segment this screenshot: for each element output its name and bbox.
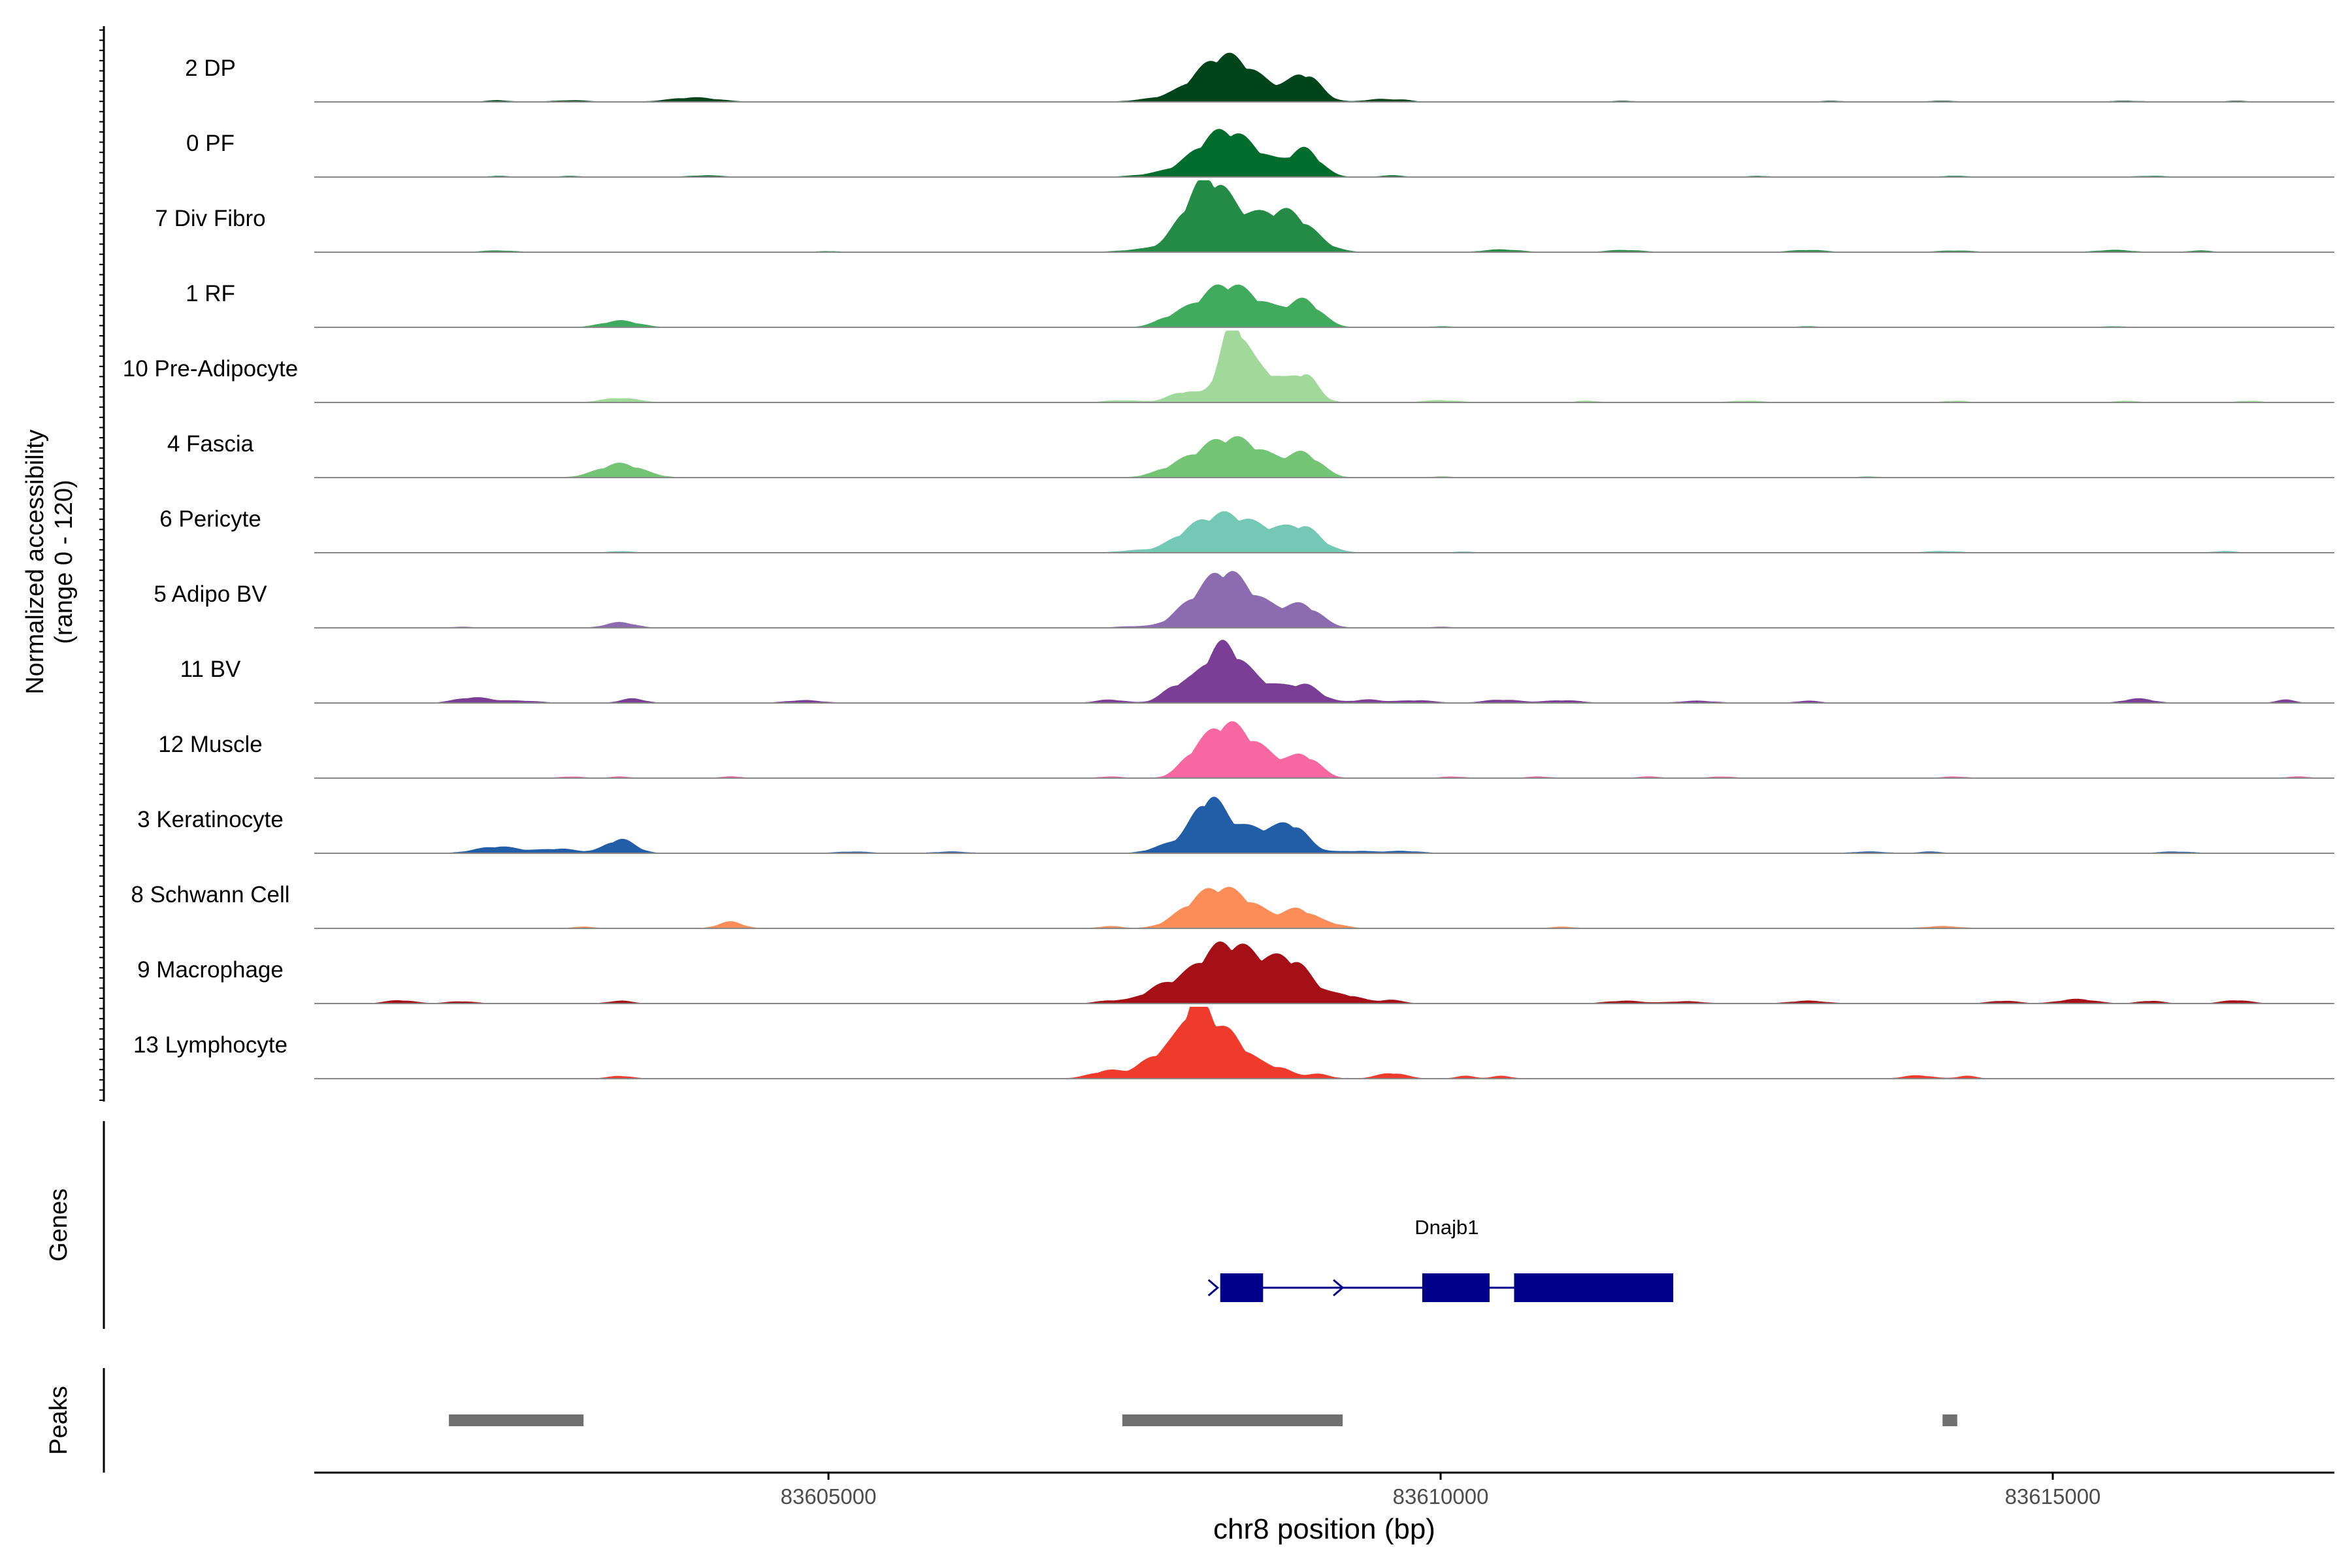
track-label: 12 Muscle bbox=[158, 732, 263, 757]
gene-exon bbox=[1422, 1273, 1490, 1302]
peaks-panel: Peaks bbox=[45, 1368, 1957, 1473]
accessibility-y-axis bbox=[99, 26, 105, 1102]
y-axis-title-line2: (range 0 - 120) bbox=[50, 480, 78, 644]
track-label: 7 Div Fibro bbox=[155, 206, 265, 231]
track-2: 0 PF bbox=[186, 129, 2334, 178]
gene-label: Dnajb1 bbox=[1414, 1216, 1478, 1239]
gene-exon bbox=[1220, 1273, 1264, 1302]
y-axis-title-line1: Normalized accessibility bbox=[22, 429, 49, 694]
track-3: 7 Div Fibro bbox=[155, 180, 2334, 253]
gene-model bbox=[1207, 1273, 1674, 1302]
track-label: 3 Keratinocyte bbox=[137, 807, 284, 832]
coverage-area bbox=[314, 129, 2334, 177]
peak-region-bar bbox=[1122, 1414, 1343, 1426]
x-tick-label: 83615000 bbox=[2005, 1484, 2101, 1509]
track-5: 10 Pre-Adipocyte bbox=[123, 331, 2334, 403]
coverage-area bbox=[314, 511, 2334, 553]
track-1: 2 DP bbox=[185, 52, 2334, 103]
track-12: 8 Schwann Cell bbox=[131, 882, 2334, 929]
coverage-area bbox=[314, 640, 2334, 703]
track-14: 13 Lymphocyte bbox=[133, 1007, 2334, 1079]
coverage-area bbox=[314, 436, 2334, 478]
peak-regions bbox=[449, 1414, 1957, 1426]
coverage-area bbox=[314, 284, 2334, 327]
genes-panel-title: Genes bbox=[45, 1188, 73, 1262]
track-label: 8 Schwann Cell bbox=[131, 882, 289, 907]
track-label: 10 Pre-Adipocyte bbox=[123, 356, 298, 382]
coverage-area bbox=[314, 52, 2334, 102]
peaks-panel-title: Peaks bbox=[45, 1386, 73, 1455]
track-label: 1 RF bbox=[186, 281, 235, 306]
track-11: 3 Keratinocyte bbox=[137, 796, 2334, 854]
coverage-area bbox=[314, 887, 2334, 928]
track-label: 6 Pericyte bbox=[159, 506, 261, 532]
strand-arrow-icon bbox=[1333, 1279, 1345, 1297]
track-label: 11 BV bbox=[180, 657, 241, 682]
x-tick-label: 83605000 bbox=[781, 1484, 877, 1509]
coverage-area bbox=[314, 570, 2334, 628]
track-label: 0 PF bbox=[186, 131, 235, 156]
coverage-area bbox=[314, 796, 2334, 853]
peak-region-bar bbox=[1942, 1414, 1957, 1426]
coverage-tracks: 2 DP 0 PF 7 Div Fibro 1 RF 10 Pre-Adipocyte 4… bbox=[123, 52, 2334, 1079]
track-label: 5 Adipo BV bbox=[154, 581, 267, 607]
gene-exon bbox=[1514, 1273, 1674, 1302]
genomic-x-axis: 83605000 83610000 83615000 bbox=[314, 1471, 2334, 1509]
coverage-area bbox=[314, 180, 2334, 252]
coverage-area bbox=[314, 1007, 2334, 1079]
x-axis-title: chr8 position (bp) bbox=[1213, 1513, 1435, 1545]
coverage-area bbox=[314, 331, 2334, 402]
coverage-area bbox=[314, 941, 2334, 1004]
x-tick-label: 83610000 bbox=[1393, 1484, 1489, 1509]
track-13: 9 Macrophage bbox=[137, 941, 2334, 1004]
track-4: 1 RF bbox=[186, 281, 2334, 328]
track-label: 2 DP bbox=[185, 56, 236, 81]
coverage-area bbox=[314, 721, 2334, 778]
strand-arrow-icon bbox=[1207, 1279, 1220, 1297]
genes-panel: Genes Dnajb1 bbox=[45, 1121, 1674, 1329]
track-7: 6 Pericyte bbox=[159, 506, 2334, 553]
track-label: 9 Macrophage bbox=[137, 957, 284, 983]
track-10: 12 Muscle bbox=[158, 721, 2334, 779]
peak-region-bar bbox=[449, 1414, 584, 1426]
track-label: 13 Lymphocyte bbox=[133, 1032, 287, 1058]
track-9: 11 BV bbox=[180, 640, 2334, 704]
track-8: 5 Adipo BV bbox=[154, 570, 2334, 629]
track-label: 4 Fascia bbox=[167, 431, 254, 457]
track-6: 4 Fascia bbox=[167, 431, 2334, 478]
